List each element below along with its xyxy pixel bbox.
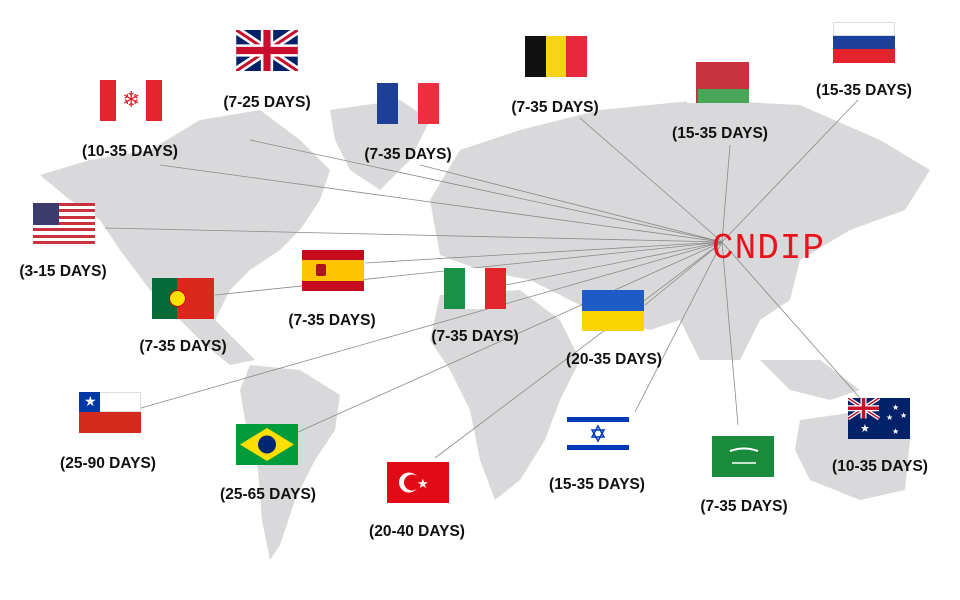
route-line-australia [721, 241, 861, 399]
belarus-flag-icon [687, 62, 749, 103]
delivery-time-belgium: (7-35 DAYS) [511, 99, 599, 116]
uk-flag-icon [236, 30, 298, 71]
svg-text:★: ★ [886, 413, 893, 422]
australia-flag-icon: ★ ★ ★ ★ ★ [848, 398, 910, 439]
svg-text:★: ★ [860, 423, 870, 435]
svg-text:★: ★ [892, 427, 899, 436]
delivery-time-chile: (25-90 DAYS) [60, 455, 156, 472]
route-line-spain [364, 241, 723, 264]
route-line-israel [634, 241, 723, 413]
hub-label: CNDIP [712, 228, 826, 269]
delivery-time-brazil: (25-65 DAYS) [220, 486, 316, 503]
chile-flag-icon: ★ [79, 392, 141, 433]
route-lines [104, 99, 861, 459]
delivery-time-ukraine: (20-35 DAYS) [566, 351, 662, 368]
delivery-time-canada: (10-35 DAYS) [82, 143, 178, 160]
ukraine-flag-icon [582, 290, 644, 331]
delivery-time-italy: (7-35 DAYS) [431, 328, 519, 345]
delivery-time-france: (7-35 DAYS) [364, 146, 452, 163]
route-line-russia [721, 99, 859, 243]
route-line-france [419, 164, 723, 243]
north-america [40, 110, 330, 365]
svg-text:★: ★ [900, 411, 907, 420]
delivery-time-australia: (10-35 DAYS) [832, 458, 928, 475]
route-line-ukraine [644, 241, 723, 306]
route-line-brazil [297, 241, 723, 433]
delivery-time-russia: (15-35 DAYS) [816, 82, 912, 99]
svg-text:★: ★ [892, 403, 899, 412]
continents [40, 100, 930, 560]
delivery-time-saudi-arabia: (7-35 DAYS) [700, 498, 788, 515]
europe-asia [430, 100, 930, 360]
route-line-italy [505, 241, 723, 286]
delivery-time-israel: (15-35 DAYS) [549, 476, 645, 493]
route-line-united-states [104, 227, 723, 243]
greenland [330, 100, 430, 190]
portugal-flag-icon [152, 278, 214, 319]
delivery-time-portugal: (7-35 DAYS) [139, 338, 227, 355]
france-flag-icon [377, 83, 439, 124]
spain-flag-icon [302, 250, 364, 291]
brazil-flag-icon [236, 424, 298, 465]
delivery-time-united-kingdom: (7-25 DAYS) [223, 94, 311, 111]
route-line-united-kingdom [249, 139, 723, 243]
canada-flag-icon: ❄ [100, 80, 162, 121]
turkey-flag-icon: ★ [387, 462, 449, 503]
russia-flag-icon [833, 22, 895, 63]
delivery-time-united-states: (3-15 DAYS) [19, 263, 107, 280]
route-line-turkey [434, 241, 723, 459]
delivery-time-turkey: (20-40 DAYS) [369, 523, 465, 540]
route-line-chile [140, 241, 723, 409]
israel-flag-icon [567, 413, 629, 454]
svg-text:★: ★ [417, 476, 429, 491]
delivery-time-belarus: (15-35 DAYS) [672, 125, 768, 142]
delivery-time-spain: (7-35 DAYS) [288, 312, 376, 329]
belgium-flag-icon [525, 36, 587, 77]
usa-flag-icon [33, 203, 95, 244]
italy-flag-icon [444, 268, 506, 309]
southeast-asia [760, 360, 860, 400]
route-line-saudi-arabia [721, 241, 739, 426]
route-line-belarus [721, 144, 731, 243]
route-line-canada [159, 164, 723, 243]
route-line-belgium [579, 117, 723, 243]
saudi-flag-icon [712, 436, 774, 477]
africa [430, 290, 580, 500]
